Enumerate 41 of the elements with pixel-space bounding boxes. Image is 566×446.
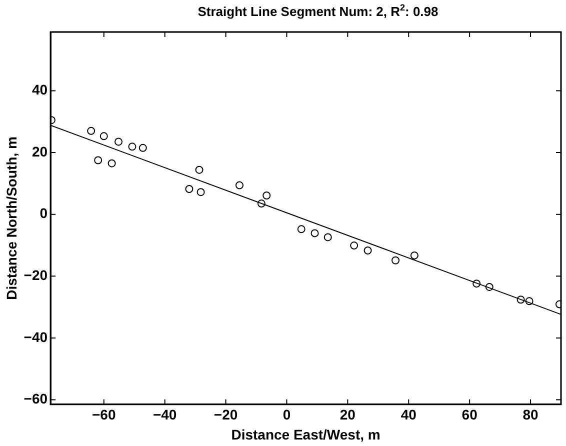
point (350, 242, 358, 250)
point (108, 159, 116, 168)
point (87, 126, 96, 135)
point (257, 200, 266, 208)
point (128, 142, 136, 151)
x-tick-label: −60 (92, 406, 116, 423)
x-tick-label: 20 (340, 406, 356, 423)
x-axis-title: Distance East/West, m (231, 426, 380, 442)
point (472, 280, 481, 288)
point (525, 297, 534, 306)
point (114, 138, 123, 146)
point (310, 229, 319, 238)
point (262, 191, 271, 200)
point (324, 233, 332, 242)
point (195, 166, 204, 174)
y-tick-label: −20 (24, 267, 48, 284)
point (392, 256, 400, 264)
point (297, 225, 306, 234)
y-tick-label: 40 (32, 82, 48, 98)
y-tick-label: 20 (32, 143, 48, 160)
y-tick-label: −60 (24, 390, 48, 407)
x-tick-label: 60 (462, 406, 478, 423)
y-tick-label: 0 (40, 205, 48, 222)
x-tick-label: 40 (400, 406, 417, 423)
point (410, 251, 418, 260)
x-tick-label: −20 (214, 406, 238, 423)
y-tick-label: −40 (24, 328, 48, 345)
point (138, 144, 147, 152)
point (364, 246, 372, 254)
x-tick-label: 80 (522, 406, 539, 423)
point (485, 282, 494, 291)
point (516, 296, 525, 304)
point (235, 181, 244, 190)
y-axis-title: Distance North/South, m (3, 136, 20, 300)
point (196, 188, 205, 196)
point (100, 132, 108, 140)
point (94, 156, 102, 164)
x-tick-label: 0 (282, 406, 291, 423)
x-tick-label: −40 (152, 406, 177, 423)
chart-title: Straight Line Segment Num: 2, R$^{2}$: 0.98 (196, 2, 440, 20)
point (185, 184, 194, 193)
